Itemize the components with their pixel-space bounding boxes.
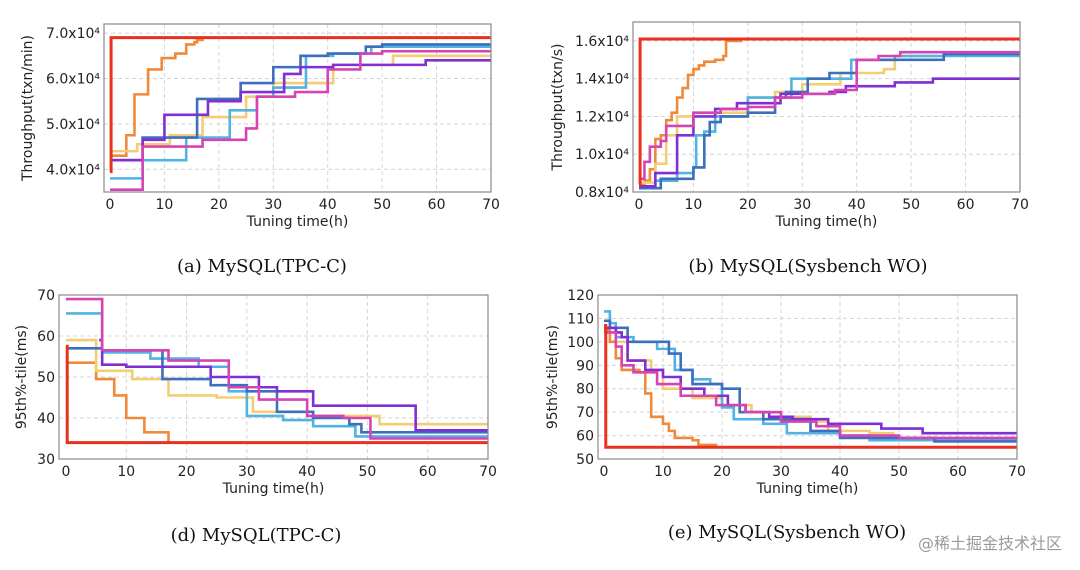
x-tick-label: 70 xyxy=(1011,197,1029,213)
series-line-1 xyxy=(604,328,718,447)
x-tick-label: 30 xyxy=(793,197,811,213)
y-tick-label: 4.0x10⁴ xyxy=(46,162,100,178)
y-axis-label: 95th%-tile(ms) xyxy=(14,325,30,429)
y-tick-label: 110 xyxy=(567,311,594,327)
y-tick-label: 80 xyxy=(576,382,594,398)
x-tick-label: 20 xyxy=(713,464,731,480)
x-tick-label: 40 xyxy=(319,197,337,213)
series-line-3 xyxy=(66,312,488,438)
x-tick-label: 30 xyxy=(772,464,790,480)
watermark: @稀土掘金技术社区 xyxy=(918,534,1062,553)
chart-latency-sysbench: 0 10 20 30 40 50 60 70 50 60 70 80 90 100 110 120 Tuning… xyxy=(545,288,1026,543)
plot-area xyxy=(104,24,491,192)
x-tick-label: 0 xyxy=(106,197,115,213)
x-tick-label: 40 xyxy=(831,464,849,480)
x-tick-label: 50 xyxy=(902,197,920,213)
x-tick-label: 70 xyxy=(1008,464,1026,480)
series-line-5 xyxy=(99,338,488,432)
x-tick-label: 0 xyxy=(600,464,609,480)
y-tick-label: 90 xyxy=(576,358,594,374)
y-tick-label: 60 xyxy=(37,329,55,345)
x-tick-label: 0 xyxy=(635,197,644,213)
series-line-0 xyxy=(65,344,488,445)
plot-area xyxy=(633,22,1020,192)
y-tick-label: 40 xyxy=(37,411,55,427)
x-axis-label: Tuning time(h) xyxy=(246,214,349,230)
x-tick-label: 20 xyxy=(178,464,196,480)
series-line-0 xyxy=(604,323,1017,449)
axes-frame xyxy=(58,294,489,460)
x-tick-label: 10 xyxy=(654,464,672,480)
x-tick-label: 40 xyxy=(848,197,866,213)
chart-caption: (a) MySQL(TPC-C) xyxy=(177,256,347,277)
chart-throughput-tpcc: 0 10 20 30 40 50 60 70 4.0x10⁴ 5.0x10⁴ 6.0x10⁴ 7.0x… xyxy=(20,23,500,277)
y-tick-label: 6.0x10⁴ xyxy=(46,71,100,87)
series-line-6 xyxy=(110,49,491,192)
series-line-0 xyxy=(109,36,491,174)
axes-frame xyxy=(103,23,492,193)
x-tick-label: 20 xyxy=(210,197,228,213)
y-axis-label: Throughput(txn/min) xyxy=(20,35,36,182)
x-axis-label: Tuning time(h) xyxy=(222,481,325,497)
x-tick-label: 20 xyxy=(739,197,757,213)
x-axis-label: Tuning time(h) xyxy=(756,481,859,497)
series-line-6 xyxy=(66,297,488,440)
x-tick-label: 40 xyxy=(298,464,316,480)
series-line-1 xyxy=(110,37,204,157)
y-tick-label: 1.2x10⁴ xyxy=(575,109,629,125)
chart-caption: (b) MySQL(Sysbench WO) xyxy=(688,256,927,277)
x-tick-label: 60 xyxy=(428,197,446,213)
y-tick-label: 5.0x10⁴ xyxy=(46,117,100,133)
series-line-5 xyxy=(639,77,1020,188)
y-axis-label: 95th%-tile(ms) xyxy=(545,325,561,429)
x-tick-label: 70 xyxy=(482,197,500,213)
y-tick-label: 0.8x10⁴ xyxy=(575,185,629,201)
chart-caption: (d) MySQL(TPC-C) xyxy=(171,525,342,546)
x-tick-label: 30 xyxy=(238,464,256,480)
chart-latency-tpcc: 0 10 20 30 40 50 60 70 30 40 50 60 70 Tuning time(h) 9… xyxy=(14,288,497,546)
axes-frame xyxy=(597,294,1018,460)
chart-throughput-sysbench: 0 10 20 30 40 50 60 70 0.8x10⁴ 1.0x10⁴ 1.2x10⁴ 1.4x… xyxy=(550,21,1029,277)
series-line-6 xyxy=(604,331,1017,440)
y-tick-label: 70 xyxy=(37,288,55,304)
axes-frame xyxy=(632,21,1021,193)
y-tick-label: 60 xyxy=(576,429,594,445)
y-tick-label: 120 xyxy=(567,288,594,304)
y-axis-label: Throughput(txn/s) xyxy=(550,44,566,172)
series-line-6 xyxy=(639,50,1020,181)
y-tick-label: 1.4x10⁴ xyxy=(575,72,629,88)
series-line-5 xyxy=(110,59,491,162)
x-tick-label: 10 xyxy=(685,197,703,213)
x-tick-label: 10 xyxy=(117,464,135,480)
x-tick-label: 0 xyxy=(62,464,71,480)
series-line-4 xyxy=(110,43,491,162)
x-tick-label: 60 xyxy=(957,197,975,213)
x-tick-label: 30 xyxy=(264,197,282,213)
series-line-4 xyxy=(639,52,1020,190)
y-tick-label: 7.0x10⁴ xyxy=(46,26,100,42)
x-tick-label: 50 xyxy=(890,464,908,480)
chart-caption: (e) MySQL(Sysbench WO) xyxy=(668,522,906,543)
x-tick-label: 70 xyxy=(479,464,497,480)
x-tick-label: 50 xyxy=(373,197,391,213)
x-axis-label: Tuning time(h) xyxy=(775,214,878,230)
x-tick-label: 50 xyxy=(359,464,377,480)
x-tick-label: 60 xyxy=(419,464,437,480)
y-tick-label: 50 xyxy=(37,370,55,386)
y-tick-label: 100 xyxy=(567,335,594,351)
y-tick-label: 1.6x10⁴ xyxy=(575,34,629,50)
y-tick-label: 1.0x10⁴ xyxy=(575,147,629,163)
series-line-0 xyxy=(638,37,1020,186)
y-tick-label: 70 xyxy=(576,405,594,421)
x-tick-label: 60 xyxy=(949,464,967,480)
series-line-1 xyxy=(66,361,172,444)
x-tick-label: 10 xyxy=(156,197,174,213)
y-tick-label: 50 xyxy=(576,452,594,468)
y-tick-label: 30 xyxy=(37,452,55,468)
